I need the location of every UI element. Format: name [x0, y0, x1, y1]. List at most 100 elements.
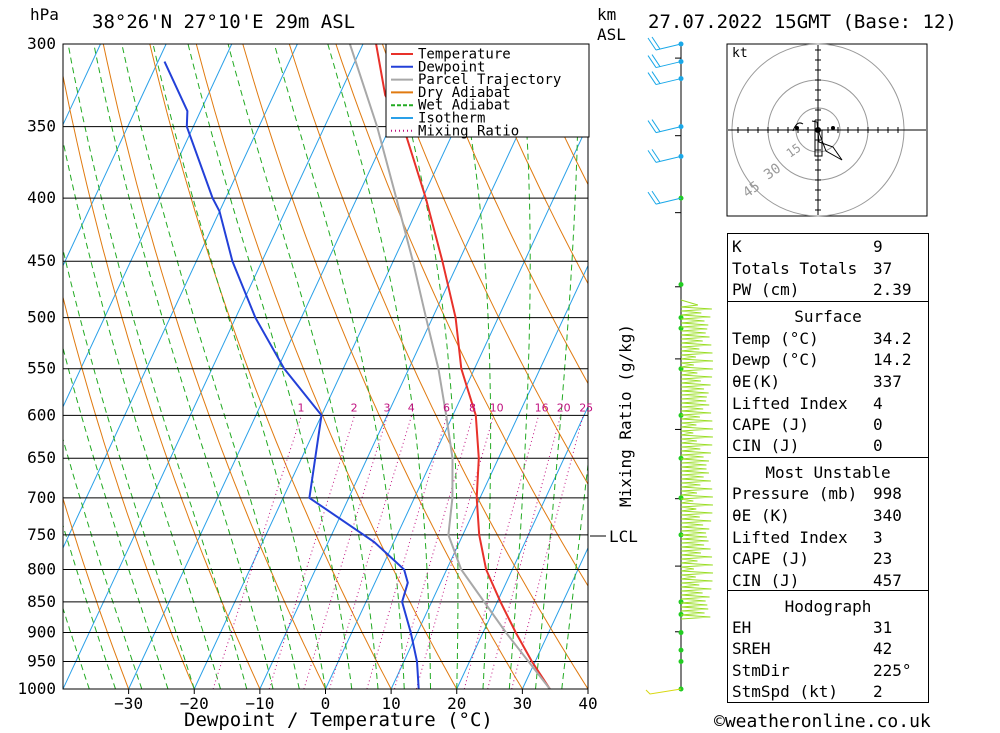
wind-barb: [647, 190, 682, 205]
pressure-tick-label: 450: [27, 251, 56, 270]
mixing-ratio-line: [212, 415, 302, 689]
dry-adiabat-line: [474, 44, 588, 285]
hodograph-table-label: EH: [732, 618, 752, 637]
hodograph-table: Hodograph EH 31 SREH 42 StmDir 225° StmSpd …: [727, 590, 929, 703]
wet-adiabat-line: [63, 437, 143, 689]
surface-row: Lifted Index 4: [728, 394, 928, 415]
isotherm-line: [390, 264, 588, 689]
legend-label: Dewpoint: [418, 59, 485, 75]
parcel-trajectory-line: [348, 44, 551, 689]
surface-row: θE(K) 337: [728, 372, 928, 393]
surface-value: 337: [873, 372, 902, 391]
mixing-ratio-line: [329, 415, 413, 689]
wind-barb: [647, 119, 682, 134]
mixing-ratio-line: [487, 415, 562, 689]
indices-row-k: K 9: [728, 237, 928, 258]
isotherm-line: [128, 44, 430, 689]
pressure-tick-label: 550: [27, 359, 56, 378]
legend-label: Parcel Trajectory: [418, 72, 561, 88]
surface-label: Lifted Index: [732, 394, 848, 413]
mixing-ratio-labels: 1 2 3 4 6 8 10 16 20 25: [297, 401, 593, 414]
dry-adiabat-line: [149, 44, 392, 689]
isobar-lines: [63, 43, 588, 690]
isotherm-line: [521, 546, 588, 689]
surface-wind-barb: [645, 688, 682, 695]
surface-row: Dewp (°C) 14.2: [728, 350, 928, 371]
temperature-tick-label: 0: [321, 694, 331, 713]
indices-table: K 9 Totals Totals 37 PW (cm) 2.39: [727, 233, 929, 303]
wind-barb: [647, 149, 682, 163]
hodograph-point: [831, 126, 835, 130]
dry-adiabat-line: [63, 73, 261, 689]
pressure-tick-label: 900: [27, 623, 56, 642]
temperature-axis: −30 −20 −10 0 10 20 30 40: [114, 689, 598, 713]
surface-row: CIN (J) 0: [728, 436, 928, 457]
most-unstable-label: CAPE (J): [732, 549, 810, 568]
wet-adiabat-line: [63, 138, 221, 689]
indices-label: PW (cm): [732, 280, 800, 299]
mixing-ratio-label: 6: [443, 401, 450, 414]
isotherm-line: [63, 44, 167, 267]
hodograph-table-title: Hodograph: [784, 597, 872, 616]
temperature-tick-label: 20: [447, 694, 466, 713]
legend-label: Isotherm: [418, 111, 485, 127]
mixing-ratio-line: [366, 415, 448, 689]
wind-barb: [647, 54, 682, 69]
mixing-ratio-label: 2: [351, 401, 358, 414]
most-unstable-value: 998: [873, 484, 902, 503]
surface-value: 4: [873, 394, 883, 413]
pressure-tick-label: 400: [27, 188, 56, 207]
wind-level-dot: [678, 282, 684, 288]
location-title: 38°26'N 27°10'E 29m ASL: [92, 11, 355, 33]
legend-label: Temperature: [418, 47, 511, 63]
mixing-ratio-label: 3: [384, 401, 391, 414]
hodograph-table-label: StmDir: [732, 661, 790, 680]
temperature-tick-label: −10: [245, 694, 274, 713]
isotherm-line: [456, 405, 588, 689]
mixing-ratio-label: 8: [469, 401, 476, 414]
surface-label: Dewp (°C): [732, 350, 819, 369]
hodograph-table-row: StmDir 225°: [728, 661, 928, 682]
hodograph-table-value: 225°: [873, 661, 912, 680]
most-unstable-title: Most Unstable: [765, 463, 891, 482]
most-unstable-value: 457: [873, 571, 902, 590]
pressure-tick-label: 850: [27, 592, 56, 611]
most-unstable-label: Lifted Index: [732, 528, 848, 547]
wind-level-dot: [678, 124, 684, 130]
pressure-axis: 300 350 400 450 500 550 600 650 700 750 800 850 900 9…: [17, 34, 56, 698]
wet-adiabat-line: [327, 44, 431, 689]
hodograph-table-value: 2: [873, 682, 883, 701]
most-unstable-table: Most Unstable Pressure (mb) 998 θE (K) 340…: [727, 457, 929, 592]
wet-adiabat-line: [67, 44, 248, 689]
asl-unit-label: ASL: [597, 25, 626, 44]
isotherm-line: [259, 44, 561, 689]
hodograph-trace-loop: [792, 122, 804, 132]
hodograph-table-row: EH 31: [728, 618, 928, 639]
pressure-unit-label: hPa: [30, 5, 59, 24]
hodograph-table-label: SREH: [732, 639, 771, 658]
dry-adiabat-line: [987, 44, 1000, 689]
isotherm-line: [63, 44, 364, 689]
datetime-title: 27.07.2022 15GMT (Base: 12): [648, 11, 957, 33]
dry-adiabat-line: [63, 496, 130, 689]
temperature-tick-label: 10: [381, 694, 400, 713]
indices-label: K: [732, 237, 742, 256]
wet-adiabat-line: [535, 44, 580, 689]
hodograph-ring-label-45: 45: [740, 179, 763, 202]
hodograph-ring-label-15: 15: [784, 141, 804, 161]
mixing-ratio-label: 4: [408, 401, 415, 414]
pressure-tick-label: 950: [27, 652, 56, 671]
most-unstable-value: 3: [873, 528, 883, 547]
plot-frame: [62, 43, 589, 690]
legend-label: Dry Adiabat: [418, 85, 511, 101]
hodograph-table-row: SREH 42: [728, 639, 928, 660]
hodograph-table-value: 42: [873, 639, 893, 658]
hodograph-point: [795, 126, 799, 130]
indices-value: 9: [873, 237, 883, 256]
mixing-ratio-axis-title: Mixing Ratio (g/kg): [616, 324, 635, 507]
indices-value: 2.39: [873, 280, 912, 299]
wet-adiabat-line: [63, 523, 116, 689]
surface-value: 0: [873, 436, 883, 455]
surface-label: Temp (°C): [732, 329, 819, 348]
